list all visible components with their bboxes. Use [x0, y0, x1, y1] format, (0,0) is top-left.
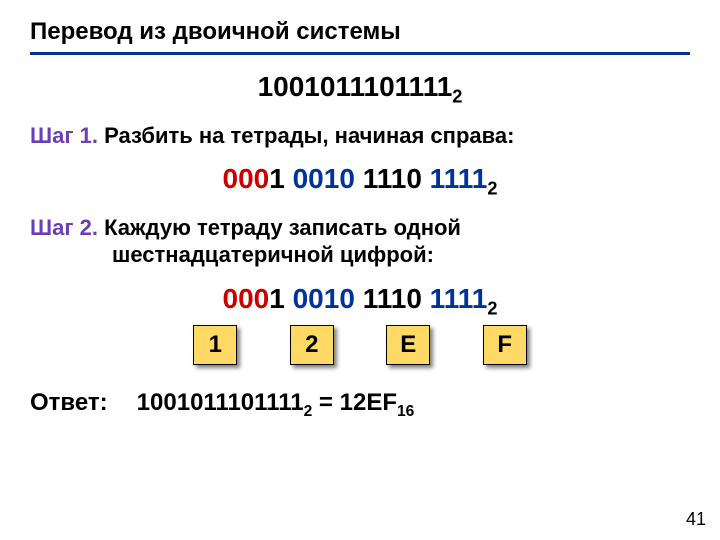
- tetrad-2: 0010: [293, 163, 355, 194]
- hex-digits-row: 1 2 E F: [30, 325, 690, 365]
- answer-label: Ответ:: [30, 389, 130, 417]
- tetrad-1b: 1: [269, 163, 285, 194]
- slide: Перевод из двоичной системы 100101110111…: [0, 0, 720, 421]
- tetrads-line-1: 0001 0010 1110 11112: [30, 163, 690, 200]
- step-1: Шаг 1. Разбить на тетрады, начиная справ…: [30, 122, 690, 150]
- step-2-text-line2: шестнадцатеричной цифрой:: [30, 242, 434, 267]
- page-number: 41: [686, 509, 706, 530]
- source-number-base: 2: [452, 87, 462, 107]
- tetrads-2-base: 2: [487, 298, 497, 318]
- step-2-text-line1: Каждую тетраду записать одной: [104, 215, 461, 240]
- tetrad2-1b: 1: [269, 283, 285, 314]
- tetrad2-4: 1111: [430, 283, 488, 314]
- tetrad-3: 1110: [363, 163, 422, 194]
- source-number-digits: 1001011101111: [258, 71, 453, 102]
- step-2: Шаг 2. Каждую тетраду записать одной шес…: [30, 214, 690, 269]
- tetrad2-2: 0010: [293, 283, 355, 314]
- title-rule: [30, 52, 690, 55]
- tetrad2-3: 1110: [363, 283, 422, 314]
- step-2-label: Шаг 2.: [30, 215, 98, 240]
- tetrad-4: 1111: [430, 163, 488, 194]
- answer-lhs-base: 2: [304, 403, 313, 420]
- answer-row: Ответ: 10010111011112 = 12EF16: [30, 389, 690, 421]
- source-number: 10010111011112: [30, 71, 690, 108]
- answer-eq: =: [312, 389, 339, 416]
- hex-box-1: 1: [193, 325, 237, 365]
- step-1-text: Разбить на тетрады, начиная справа:: [104, 123, 514, 148]
- answer-lhs-digits: 1001011101111: [137, 389, 304, 416]
- slide-title: Перевод из двоичной системы: [30, 18, 690, 50]
- tetrads-line-2: 0001 0010 1110 11112: [30, 283, 690, 320]
- tetrad-1a: 000: [223, 163, 270, 194]
- tetrads-1-base: 2: [487, 179, 497, 199]
- hex-box-3: E: [386, 325, 430, 365]
- hex-box-2: 2: [290, 325, 334, 365]
- hex-box-4: F: [483, 325, 527, 365]
- tetrad2-1a: 000: [223, 283, 270, 314]
- step-1-label: Шаг 1.: [30, 123, 98, 148]
- answer-rhs-digits: 12EF: [340, 389, 397, 416]
- answer-rhs-base: 16: [397, 403, 414, 420]
